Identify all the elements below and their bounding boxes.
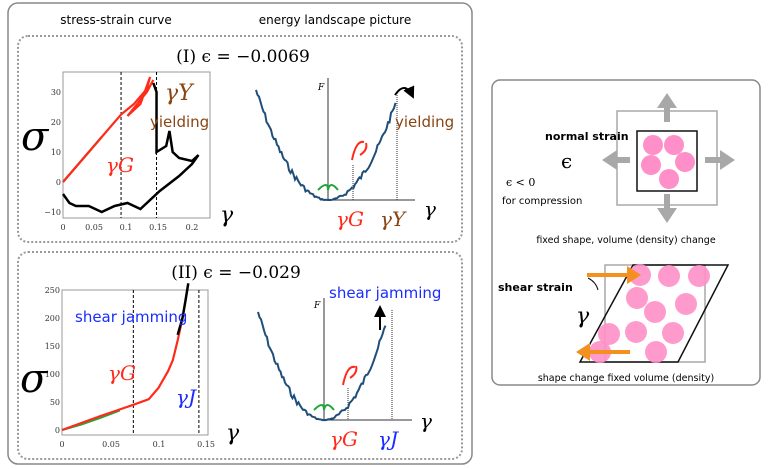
y-tick: 30 <box>51 88 61 97</box>
y-tick: 50 <box>50 398 60 407</box>
normal-caption: fixed shape, volume (density) change <box>536 235 716 246</box>
stress-strain-plot-2: 0 0.05 0.1 0.15 250 200 150 100 50 0 <box>45 283 215 449</box>
stress-strain-plot-1: 0 0.05 0.1 0.15 0.2 30 20 10 0 −10 <box>44 71 211 232</box>
gamma-g-label: γG <box>108 361 136 385</box>
panel-2-title: (II) ϵ = −0.029 <box>171 263 301 283</box>
particles <box>641 135 695 189</box>
x-tick: 0.05 <box>85 223 103 232</box>
epsilon-condition: ϵ < 0 <box>506 176 535 189</box>
y-tick: 150 <box>45 342 60 351</box>
angle-arc <box>587 277 599 291</box>
gamma-axis-label: γ <box>220 203 234 228</box>
yielding-label: yielding <box>150 113 209 131</box>
shear-jamming-label: shear jamming <box>75 308 187 326</box>
panel-1-title: (I) ϵ = −0.0069 <box>176 47 310 67</box>
y-tick: 100 <box>45 370 60 379</box>
series-red <box>62 76 155 183</box>
gamma-symbol: γ <box>576 304 590 329</box>
panel-2-frame <box>17 251 463 460</box>
epsilon-symbol: ϵ <box>561 149 572 173</box>
f-label: F <box>317 83 325 93</box>
series-black <box>61 82 200 214</box>
f-label: F <box>313 301 321 311</box>
expansion-arrows-icon <box>602 93 735 223</box>
x-tick: 0.15 <box>197 440 215 449</box>
x-tick: 0.1 <box>120 223 133 232</box>
landscape-curve <box>255 89 397 202</box>
red-arrow-icon <box>342 365 358 386</box>
red-arrow-icon <box>351 140 368 161</box>
right-panel-frame <box>491 79 761 386</box>
x-tick: 0.15 <box>149 223 167 232</box>
y-tick: 10 <box>51 148 61 157</box>
shear-arrows-icon <box>576 266 641 361</box>
x-tick: 0 <box>59 440 64 449</box>
y-tick: 250 <box>45 286 60 295</box>
gamma-y-label: γY <box>165 81 195 106</box>
normal-strain-diagram <box>602 93 735 223</box>
plot-2-frame <box>61 289 209 436</box>
normal-strain-label: normal strain <box>545 130 629 143</box>
gamma-g-label: γG <box>330 427 358 451</box>
y-tick: 20 <box>51 118 61 127</box>
gamma-axis-label: γ <box>420 409 432 433</box>
gamma-axis-label: γ <box>424 197 436 221</box>
gamma-j-label: γJ <box>378 427 399 451</box>
panel-1-frame <box>17 35 463 243</box>
y-tick: 200 <box>45 314 60 323</box>
sigma-label: σ <box>21 114 50 160</box>
green-arrow-icon <box>317 184 339 191</box>
for-compression-label: for compression <box>502 196 582 207</box>
y-tick: 0 <box>55 426 60 435</box>
landscape-curve <box>257 311 387 422</box>
x-tick: 0 <box>60 223 65 232</box>
plot-1-frame <box>62 71 211 219</box>
header-stress-strain: stress-strain curve <box>60 13 171 27</box>
x-tick: 0.1 <box>153 440 166 449</box>
x-tick: 0.05 <box>102 440 120 449</box>
left-panel-frame <box>7 2 473 465</box>
gamma-g-label: γG <box>336 207 364 231</box>
header-energy-landscape: energy landscape picture <box>259 13 411 27</box>
sigma-label: σ <box>20 356 49 402</box>
series-red <box>61 317 184 432</box>
gamma-j-label: γJ <box>176 385 197 409</box>
shear-strain-label: shear strain <box>498 281 573 294</box>
sheared-box <box>578 264 730 363</box>
particles <box>589 264 710 363</box>
yield-arrow-icon <box>394 85 415 99</box>
gamma-axis-label: γ <box>226 421 240 446</box>
shear-jamming-label: shear jamming <box>329 284 441 302</box>
y-tick: −10 <box>44 208 61 217</box>
series-black <box>176 283 190 336</box>
shear-strain-diagram <box>576 264 730 363</box>
y-tick: 0 <box>56 178 61 187</box>
energy-landscape-1 <box>255 78 415 202</box>
gamma-g-label: γG <box>106 153 134 177</box>
shear-caption: shape change fixed volume (density) <box>538 373 714 384</box>
x-tick: 0.2 <box>186 223 199 232</box>
gamma-y-label: γY <box>380 207 407 231</box>
yielding-label: yielding <box>395 113 454 131</box>
green-arrow-icon <box>313 404 335 411</box>
energy-landscape-2 <box>257 298 412 422</box>
